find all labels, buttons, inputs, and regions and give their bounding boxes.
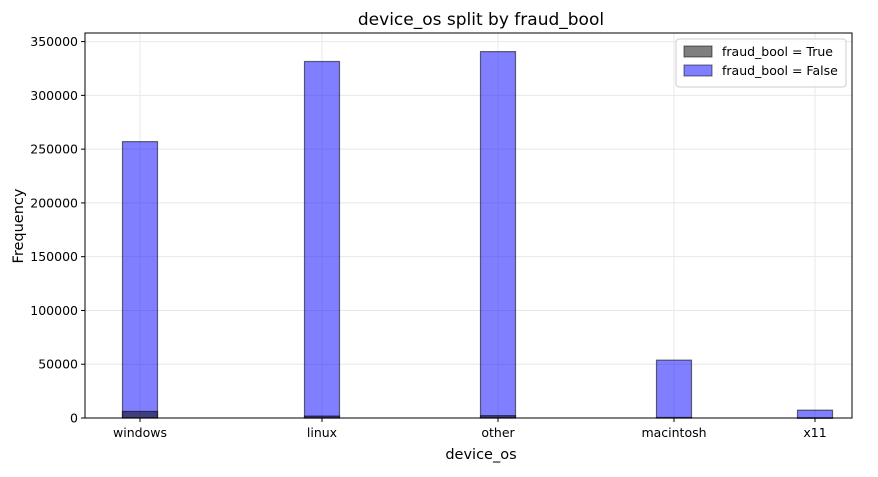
x-tick-label-macintosh: macintosh <box>641 425 706 440</box>
legend: fraud_bool = True fraud_bool = False <box>675 38 847 88</box>
x-axis-label: device_os <box>445 447 516 463</box>
legend-label-0: fraud_bool = True <box>722 44 833 59</box>
chart-title: device_os split by fraud_bool <box>358 10 604 30</box>
legend-swatch-0 <box>683 45 713 58</box>
bar-false-macintosh <box>655 359 693 419</box>
bars-fraud-true <box>121 410 834 419</box>
y-tick-label-1: 50000 <box>38 357 78 372</box>
y-axis-ticks: 0 50000 100000 150000 200000 250000 300000 3500… <box>30 34 85 426</box>
x-tick-label-windows: windows <box>113 425 167 440</box>
y-tick-label-6: 300000 <box>30 88 78 103</box>
legend-box <box>675 38 847 88</box>
y-tick-label-4: 200000 <box>30 195 78 210</box>
legend-label-1: fraud_bool = False <box>722 63 838 78</box>
y-tick-label-2: 100000 <box>30 303 78 318</box>
x-tick-label-other: other <box>481 425 515 440</box>
bar-false-x11 <box>796 409 834 419</box>
y-axis-label: Frequency <box>11 188 27 263</box>
x-tick-label-x11: x11 <box>803 425 826 440</box>
x-axis-ticks: windows linux other macintosh x11 <box>113 418 827 440</box>
bar-false-windows <box>121 141 159 419</box>
bar-false-linux <box>303 60 341 419</box>
bar-true-windows <box>121 410 159 419</box>
x-tick-label-linux: linux <box>307 425 337 440</box>
y-tick-label-0: 0 <box>70 411 78 426</box>
axes-frame <box>84 32 853 419</box>
bars-fraud-false <box>121 51 834 419</box>
y-tick-label-5: 250000 <box>30 142 78 157</box>
y-tick-label-7: 350000 <box>30 34 78 49</box>
plot-border <box>84 32 853 419</box>
grid-lines <box>85 33 852 419</box>
legend-swatch-1 <box>683 64 713 77</box>
bar-false-other <box>479 51 517 419</box>
y-tick-label-3: 150000 <box>30 249 78 264</box>
